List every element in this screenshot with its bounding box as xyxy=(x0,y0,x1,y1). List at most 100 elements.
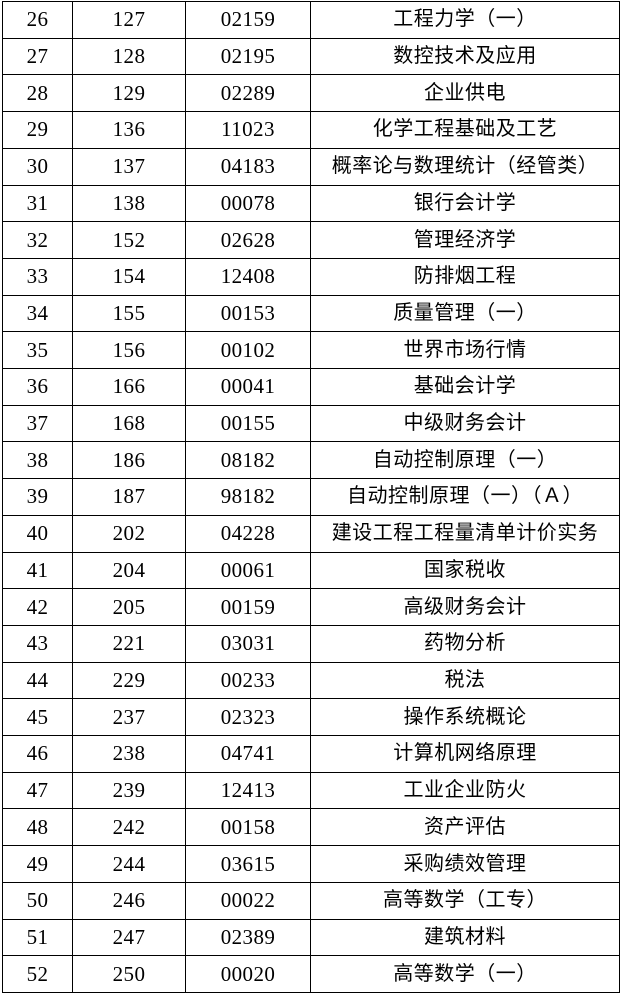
cell-course-code: 04741 xyxy=(185,735,311,773)
table-row: 51 247 02389 建筑材料 xyxy=(2,918,620,957)
cell-serial-number: 28 xyxy=(2,74,73,113)
cell-course-name: 操作系统概论 xyxy=(310,698,620,737)
course-name-text: 税法 xyxy=(444,669,486,689)
cell-course-name: 防排烟工程 xyxy=(310,257,620,296)
table-row: 26 127 02159 工程力学（一） xyxy=(2,1,620,39)
cell-serial-number: 45 xyxy=(2,698,73,737)
cell-order-number: 242 xyxy=(72,808,186,847)
cell-serial-number: 37 xyxy=(2,404,73,443)
table-row: 43 221 03031 药物分析 xyxy=(2,624,620,663)
cell-course-code: 00233 xyxy=(185,661,311,700)
table-row: 39 187 98182 自动控制原理（一）（Ａ） xyxy=(2,478,620,516)
cell-serial-number: 30 xyxy=(2,147,73,186)
cell-serial-number: 32 xyxy=(2,221,73,259)
cell-course-code: 00041 xyxy=(185,368,311,406)
course-name-text: 自动控制原理（一）（Ａ） xyxy=(347,485,583,506)
cell-order-number: 155 xyxy=(72,294,186,333)
cell-course-name: 工业企业防火 xyxy=(310,771,620,810)
cell-course-code: 00102 xyxy=(185,331,311,370)
cell-serial-number: 36 xyxy=(2,368,73,406)
cell-order-number: 156 xyxy=(72,331,186,370)
cell-serial-number: 50 xyxy=(2,881,73,920)
cell-order-number: 238 xyxy=(72,735,186,773)
cell-course-code: 03615 xyxy=(185,845,311,883)
cell-order-number: 205 xyxy=(72,588,186,626)
cell-course-name: 自动控制原理（一）（Ａ） xyxy=(310,478,620,516)
course-name-text: 计算机网络原理 xyxy=(393,742,537,763)
table-row: 48 242 00158 资产评估 xyxy=(2,808,620,847)
cell-order-number: 127 xyxy=(72,1,186,39)
cell-course-code: 00078 xyxy=(185,184,311,223)
course-name-text: 企业供电 xyxy=(424,81,506,102)
course-name-text: 概率论与数理统计（经管类） xyxy=(331,155,599,176)
cell-course-name: 概率论与数理统计（经管类） xyxy=(310,147,620,186)
table-row: 35 156 00102 世界市场行情 xyxy=(2,331,620,370)
cell-order-number: 204 xyxy=(72,551,186,590)
table-row: 28 129 02289 企业供电 xyxy=(2,74,620,113)
cell-serial-number: 34 xyxy=(2,294,73,333)
cell-order-number: 187 xyxy=(72,478,186,516)
cell-order-number: 221 xyxy=(72,624,186,663)
cell-course-name: 采购绩效管理 xyxy=(310,845,620,883)
course-name-text: 中级财务会计 xyxy=(403,412,527,433)
table-row: 38 186 08182 自动控制原理（一） xyxy=(2,441,620,480)
cell-order-number: 244 xyxy=(72,845,186,883)
cell-course-code: 02628 xyxy=(185,221,311,259)
cell-course-code: 12413 xyxy=(185,771,311,810)
cell-course-name: 数控技术及应用 xyxy=(310,37,620,76)
cell-order-number: 154 xyxy=(72,257,186,296)
cell-course-name: 税法 xyxy=(310,661,620,700)
cell-course-code: 02389 xyxy=(185,918,311,957)
cell-course-code: 11023 xyxy=(185,111,311,149)
table-row: 46 238 04741 计算机网络原理 xyxy=(2,735,620,773)
cell-course-name: 基础会计学 xyxy=(310,368,620,406)
cell-order-number: 250 xyxy=(72,955,186,993)
course-name-text: 化学工程基础及工艺 xyxy=(372,118,558,139)
course-name-text: 建设工程工程量清单计价实务 xyxy=(331,522,599,543)
cell-course-name: 建设工程工程量清单计价实务 xyxy=(310,514,620,553)
cell-course-code: 98182 xyxy=(185,478,311,516)
cell-course-name: 建筑材料 xyxy=(310,918,620,957)
cell-order-number: 246 xyxy=(72,881,186,920)
cell-serial-number: 31 xyxy=(2,184,73,223)
table-row: 44 229 00233 税法 xyxy=(2,661,620,700)
cell-course-code: 12408 xyxy=(185,257,311,296)
course-name-text: 资产评估 xyxy=(424,815,506,836)
course-name-text: 自动控制原理（一） xyxy=(372,448,558,469)
cell-order-number: 138 xyxy=(72,184,186,223)
table-row: 29 136 11023 化学工程基础及工艺 xyxy=(2,111,620,149)
cell-order-number: 202 xyxy=(72,514,186,553)
cell-course-name: 工程力学（一） xyxy=(310,1,620,39)
cell-order-number: 247 xyxy=(72,918,186,957)
table-row: 32 152 02628 管理经济学 xyxy=(2,221,620,259)
cell-course-name: 高等数学（一） xyxy=(310,955,620,993)
cell-serial-number: 39 xyxy=(2,478,73,516)
cell-course-name: 高等数学（工专） xyxy=(310,881,620,920)
cell-serial-number: 42 xyxy=(2,588,73,626)
table-row: 33 154 12408 防排烟工程 xyxy=(2,257,620,296)
cell-serial-number: 33 xyxy=(2,257,73,296)
course-name-text: 数控技术及应用 xyxy=(393,45,537,66)
course-name-text: 质量管理（一） xyxy=(393,301,537,322)
table-row: 49 244 03615 采购绩效管理 xyxy=(2,845,620,883)
cell-course-code: 00153 xyxy=(185,294,311,333)
table-row: 40 202 04228 建设工程工程量清单计价实务 xyxy=(2,514,620,553)
cell-serial-number: 46 xyxy=(2,735,73,773)
table-row: 42 205 00159 高级财务会计 xyxy=(2,588,620,626)
table-row: 30 137 04183 概率论与数理统计（经管类） xyxy=(2,147,620,186)
cell-course-code: 02195 xyxy=(185,37,311,76)
table-row: 47 239 12413 工业企业防火 xyxy=(2,771,620,810)
cell-course-name: 银行会计学 xyxy=(310,184,620,223)
cell-serial-number: 41 xyxy=(2,551,73,590)
cell-order-number: 166 xyxy=(72,368,186,406)
cell-course-code: 00022 xyxy=(185,881,311,920)
course-name-text: 高级财务会计 xyxy=(403,595,527,616)
cell-course-code: 02159 xyxy=(185,1,311,39)
cell-course-name: 国家税收 xyxy=(310,551,620,590)
cell-course-name: 中级财务会计 xyxy=(310,404,620,443)
course-name-text: 高等数学（一） xyxy=(393,962,537,983)
table-row: 41 204 00061 国家税收 xyxy=(2,551,620,590)
table-row: 37 168 00155 中级财务会计 xyxy=(2,404,620,443)
